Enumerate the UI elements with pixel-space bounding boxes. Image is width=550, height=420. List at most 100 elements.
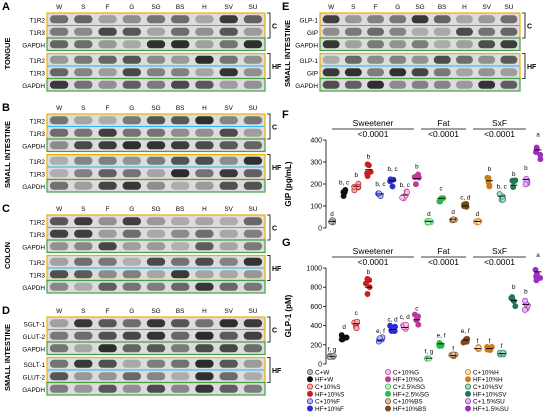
chart-g-point <box>512 303 519 310</box>
chart-f-point <box>351 183 358 190</box>
panel-d-glut-2-band <box>171 372 190 381</box>
panel-e-glp-1-band <box>433 15 451 24</box>
panel-c-t1r2-band <box>243 257 263 266</box>
panel-a-t1r3-band <box>49 27 69 36</box>
chart-f-point <box>367 168 374 175</box>
legend-swatch <box>384 383 391 390</box>
panel-c-t1r2-band <box>195 217 214 226</box>
panel-b-gapdh-band <box>171 181 190 190</box>
panel-a-gapdh-label: GAPDH <box>22 83 45 90</box>
panel-e-gapdh-band <box>389 80 407 89</box>
panel-c-lane-label: F <box>106 206 110 213</box>
panel-a-gapdh-band <box>195 80 214 89</box>
panel-a-t1r3-band <box>243 27 263 36</box>
legend-swatch <box>384 405 391 412</box>
panel-a-letter: A <box>2 1 10 13</box>
panel-e-glp-1-band <box>478 15 496 24</box>
panel-d-row-label: SGLT-1 <box>23 321 45 328</box>
chart-g-letter-label: c, d <box>400 314 411 321</box>
panel-b-t1r3-band <box>49 169 69 178</box>
panel-b-lane-label: SU <box>248 105 257 112</box>
panel-c-t1r3-band <box>146 229 166 238</box>
panel-e-gip-band <box>456 27 473 36</box>
panel-a-t1r2-band <box>122 15 141 24</box>
chart-f-bracket-title: SxF <box>492 118 507 128</box>
panel-a-t1r2-band <box>98 15 117 24</box>
panel-d-glut-2-band <box>219 331 238 340</box>
panel-e-gip-band <box>389 68 407 77</box>
panel-a-group-label: C <box>272 24 277 31</box>
panel-b-gapdh-band <box>219 181 238 190</box>
panel-a-lane-label: S <box>81 4 85 11</box>
panel-c-row-label: T1R3 <box>29 272 45 279</box>
panel-a-t1r2-band <box>171 55 190 64</box>
legend-swatch <box>306 368 313 375</box>
chart-f-bracket-p: <0.0001 <box>484 129 515 139</box>
legend-label: HF+2.5%SG <box>393 391 429 398</box>
panel-b-group-bracket <box>267 113 271 140</box>
panel-b-gapdh-band <box>98 181 117 190</box>
panel-d-gapdh-band <box>219 384 238 393</box>
panel-d-gapdh-frame <box>46 381 266 396</box>
panel-a-gapdh-band <box>49 80 69 89</box>
panel-c-gapdh-band <box>219 242 238 251</box>
panel-a-gapdh-band <box>243 40 263 49</box>
panel-d-glut-2-band <box>171 331 190 340</box>
panel-c-t1r3-band <box>195 270 214 279</box>
chart-f-point <box>475 219 482 226</box>
chart-f-point <box>399 194 406 201</box>
panel-a-t1r3-band <box>98 27 117 36</box>
chart-g-letter-label: f <box>452 345 454 352</box>
panel-d-sglt-1-band <box>146 359 166 368</box>
panel-e-lane-label: F <box>374 4 378 11</box>
chart-g-point <box>475 344 482 351</box>
panel-b-gapdh-band <box>122 181 141 190</box>
legend-label: HF+10%SV <box>473 391 507 398</box>
panel-a-gapdh-band <box>74 40 93 49</box>
chart-g-point <box>522 297 529 304</box>
panel-e-row-label: GLP-1 <box>300 17 319 24</box>
panel-e-gapdh-frame <box>319 37 521 52</box>
panel-a-t1r3-band <box>219 27 238 36</box>
panel-d-gapdh-band <box>219 344 238 353</box>
panel-c-gapdh-label: GAPDH <box>22 285 45 292</box>
chart-g-letter-label: e, f <box>437 332 446 339</box>
panel-b-t1r3-band <box>171 169 190 178</box>
panel-d-gapdh-band <box>122 384 141 393</box>
panel-a-t1r3-band <box>171 27 190 36</box>
panel-c-lane-label: SU <box>248 206 257 213</box>
chart-f-point <box>510 178 517 185</box>
panel-e-gip-band <box>500 68 518 77</box>
panel-d-group-bracket <box>267 357 271 383</box>
chart-f-letter-label: b, c <box>339 180 349 187</box>
panel-b-t1r3-band <box>171 128 190 137</box>
panel-c-gapdh-band <box>146 242 166 251</box>
panel-d-glut-2-band <box>146 331 166 340</box>
legend-swatch <box>384 398 391 405</box>
panel-b-gapdh-band <box>243 141 263 150</box>
chart-f-bracket-title: Fat <box>437 118 450 128</box>
chart-f-letter-label: b <box>415 164 419 171</box>
legend-label: C+10%S <box>315 384 340 391</box>
panel-a-lane-label: SV <box>224 4 233 11</box>
chart-f-point <box>486 183 493 190</box>
panel-c-t1r2-band <box>49 257 69 266</box>
panel-d-lane-label: BS <box>176 308 185 315</box>
chart-g-point <box>387 322 394 329</box>
panel-b-gapdh-label: GAPDH <box>22 143 45 150</box>
chart-g-letter-label: c, d <box>388 316 399 323</box>
panel-e-lane-label: G <box>395 4 400 11</box>
panel-d-sglt-1-band <box>146 319 166 328</box>
panel-a-t1r2-band <box>243 55 263 64</box>
panel-d-sglt-1-band <box>171 359 190 368</box>
panel-b-row-label: T1R2 <box>29 118 45 125</box>
panel-e-gapdh-band <box>500 40 518 49</box>
panel-b-t1r2-band <box>195 156 214 165</box>
panel-c-t1r3-band <box>171 270 190 279</box>
panel-d-tissue-label: SMALL INTESTINE <box>3 324 12 391</box>
panel-c-lane-label: G <box>129 206 134 213</box>
panel-d-gapdh-band <box>98 384 117 393</box>
panel-e-gapdh-band <box>322 80 340 89</box>
panel-c-t1r3-band <box>98 229 117 238</box>
panel-b-gapdh-band <box>146 141 166 150</box>
